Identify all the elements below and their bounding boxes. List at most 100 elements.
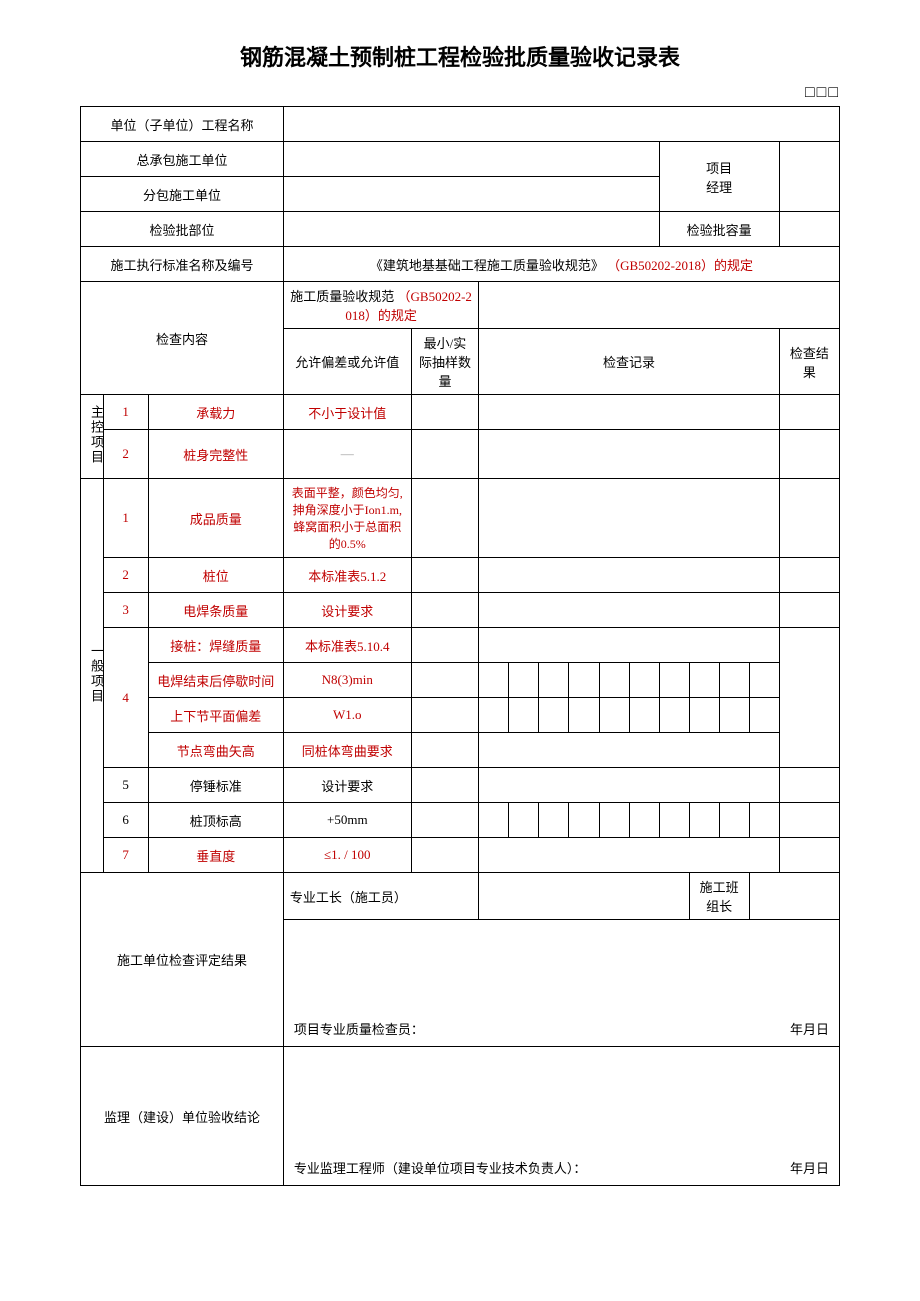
r2-result[interactable] [779,430,839,479]
r6b-c10[interactable] [749,663,779,698]
construction-sign-cell[interactable]: 项目专业质量检查员： 年月日 [283,920,839,1047]
row-gen-3: 3 电焊条质量 设计要求 [81,593,840,628]
r6b-c5[interactable] [599,663,629,698]
row-main-2: 2 桩身完整性 — [81,430,840,479]
r2-record[interactable] [479,430,779,479]
r6d-name: 节点弯曲矢高 [148,733,283,768]
r3-no: 1 [103,479,148,558]
r7-record[interactable] [479,768,779,803]
r8-c3[interactable] [539,803,569,838]
r5-tol: 设计要求 [283,593,411,628]
check-record-label: 检查记录 [479,329,779,395]
r6d-qty[interactable] [411,733,479,768]
row-standard: 施工执行标准名称及编号 《建筑地基基础工程施工质量验收规范》 （GB50202-… [81,247,840,282]
r3-record[interactable] [479,479,779,558]
r5-no: 3 [103,593,148,628]
r2-qty[interactable] [411,430,479,479]
r1-no: 1 [103,395,148,430]
r6b-qty[interactable] [411,663,479,698]
r8-c8[interactable] [689,803,719,838]
r6c-c4[interactable] [569,698,599,733]
r8-c2[interactable] [509,803,539,838]
r3-tol: 表面平整，颜色均匀,抻角深度小于Ion1.m,蜂窝面积小于总面积的0.5% [283,479,411,558]
foreman-value[interactable] [479,873,689,920]
project-manager-label: 项目 经理 [659,142,779,212]
r6b-c3[interactable] [539,663,569,698]
r7-name: 停锤标准 [148,768,283,803]
r9-result[interactable] [779,838,839,873]
r6b-c4[interactable] [569,663,599,698]
r8-c10[interactable] [749,803,779,838]
r8-c1[interactable] [479,803,509,838]
supervisor-sign-cell[interactable]: 专业监理工程师（建设单位项目专业技术负责人）： 年月日 [283,1047,839,1186]
r6b-c9[interactable] [719,663,749,698]
inspection-capacity-value[interactable] [779,212,839,247]
r6c-c2[interactable] [509,698,539,733]
r3-result[interactable] [779,479,839,558]
r1-qty[interactable] [411,395,479,430]
r6c-c3[interactable] [539,698,569,733]
r8-c7[interactable] [659,803,689,838]
r7-no: 5 [103,768,148,803]
r4-record[interactable] [479,558,779,593]
r3-qty[interactable] [411,479,479,558]
r6b-c1[interactable] [479,663,509,698]
r1-record[interactable] [479,395,779,430]
r6d-record[interactable] [479,733,779,768]
row-gen-2: 2 桩位 本标准表5.1.2 [81,558,840,593]
r7-result[interactable] [779,768,839,803]
r6b-name: 电焊结束后停歇时间 [148,663,283,698]
r6b-c6[interactable] [629,663,659,698]
r4-result[interactable] [779,558,839,593]
r7-qty[interactable] [411,768,479,803]
r6c-tol: W1.o [283,698,411,733]
r9-record[interactable] [479,838,779,873]
row-gen-7: 7 垂直度 ≤1. / 100 [81,838,840,873]
r8-c4[interactable] [569,803,599,838]
general-contractor-value[interactable] [283,142,659,177]
row-gen-6: 6 桩顶标高 +50mm [81,803,840,838]
check-result-label: 检查结果 [779,329,839,395]
r6c-c5[interactable] [599,698,629,733]
general-text: 一般项目 [87,644,106,704]
team-leader-value[interactable] [749,873,839,920]
r1-result[interactable] [779,395,839,430]
r6a-record[interactable] [479,628,779,663]
r6-result[interactable] [779,628,839,768]
r6b-c7[interactable] [659,663,689,698]
inspection-table: 单位（子单位）工程名称 总承包施工单位 项目 经理 分包施工单位 检验批部位 检… [80,106,840,1186]
r6c-c10[interactable] [749,698,779,733]
r8-result[interactable] [779,803,839,838]
r8-c5[interactable] [599,803,629,838]
subcontractor-value[interactable] [283,177,659,212]
r5-name: 电焊条质量 [148,593,283,628]
r8-qty[interactable] [411,803,479,838]
r6c-c6[interactable] [629,698,659,733]
general-group: 一般项目 [81,479,104,873]
project-manager-value[interactable] [779,142,839,212]
inspection-part-value[interactable] [283,212,659,247]
r4-qty[interactable] [411,558,479,593]
unit-project-value[interactable] [283,107,839,142]
r6b-c8[interactable] [689,663,719,698]
r6c-qty[interactable] [411,698,479,733]
r6b-c2[interactable] [509,663,539,698]
r6c-c1[interactable] [479,698,509,733]
r9-qty[interactable] [411,838,479,873]
r5-record[interactable] [479,593,779,628]
r6c-c8[interactable] [689,698,719,733]
r8-c9[interactable] [719,803,749,838]
quality-spec-blank [479,282,840,329]
r5-qty[interactable] [411,593,479,628]
r6c-c9[interactable] [719,698,749,733]
r6a-qty[interactable] [411,628,479,663]
r3-name: 成品质量 [148,479,283,558]
r8-c6[interactable] [629,803,659,838]
standard-value: 《建筑地基基础工程施工质量验收规范》 （GB50202-2018）的规定 [283,247,839,282]
construction-date: 年月日 [790,1019,829,1038]
r5-result[interactable] [779,593,839,628]
main-control-group: 主控项目 [81,395,104,479]
r6c-c7[interactable] [659,698,689,733]
construction-unit-label: 施工单位检查评定结果 [81,873,284,1047]
r2-name: 桩身完整性 [148,430,283,479]
